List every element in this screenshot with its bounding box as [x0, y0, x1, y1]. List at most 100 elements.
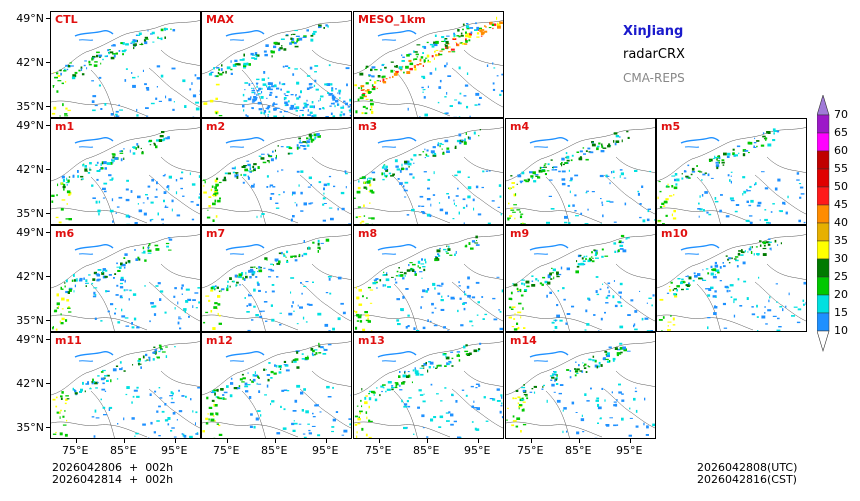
lat-tick-label: 49°N	[16, 333, 44, 346]
radar-field-m4	[506, 127, 655, 224]
lat-tick	[46, 383, 50, 384]
map-panel-m13: m13	[353, 332, 504, 439]
lat-tick-label: 42°N	[16, 377, 44, 390]
lon-tick-label: 75°E	[365, 444, 392, 457]
lon-tick	[326, 439, 327, 443]
lon-tick	[227, 439, 228, 443]
lat-tick	[46, 339, 50, 340]
panel-label: m13	[358, 334, 385, 347]
map-panel-m8: m8	[353, 225, 504, 332]
panel-label: MAX	[206, 13, 234, 26]
lat-tick-label: 35°N	[16, 100, 44, 113]
lat-tick-label: 49°N	[16, 12, 44, 25]
panel-label: m9	[510, 227, 530, 240]
panel-label: m6	[55, 227, 75, 240]
colorbar-over-arrow	[817, 95, 830, 116]
radar-field-m5	[657, 127, 806, 224]
radar-field-m10	[657, 234, 806, 331]
colorbar-segment	[817, 114, 830, 134]
lon-tick-label: 95°E	[464, 444, 491, 457]
lat-tick	[46, 169, 50, 170]
colorbar-segment	[817, 276, 830, 296]
map-panel-m7: m7	[201, 225, 352, 332]
map-panel-m4: m4	[505, 118, 656, 225]
init-time-cst: 2026042814 + 002h	[52, 473, 174, 486]
map-panel-max: MAX	[201, 11, 352, 118]
lat-tick	[46, 125, 50, 126]
init-time-utc: 2026042806 + 002h	[52, 461, 174, 474]
lon-tick-label: 75°E	[62, 444, 89, 457]
lon-tick-label: 85°E	[110, 444, 137, 457]
colorbar-graphic	[817, 95, 830, 353]
lat-tick	[46, 276, 50, 277]
lon-tick	[531, 439, 532, 443]
colorbar-segment	[817, 186, 830, 206]
radar-field-ctl	[51, 20, 200, 117]
lat-tick-label: 42°N	[16, 163, 44, 176]
map-panel-ctl: CTL	[50, 11, 201, 118]
panel-label: m12	[206, 334, 233, 347]
colorbar-label: 10	[834, 324, 848, 337]
lat-tick	[46, 427, 50, 428]
radar-field-m12	[202, 341, 351, 438]
panel-label: m3	[358, 120, 378, 133]
radar-field-m7	[202, 234, 351, 331]
colorbar-segment	[817, 204, 830, 224]
radar-field-m6	[51, 234, 200, 331]
panel-label: MESO_1km	[358, 13, 426, 26]
panel-label: m8	[358, 227, 378, 240]
lon-tick-label: 85°E	[261, 444, 288, 457]
colorbar-label: 65	[834, 126, 848, 139]
map-panel-m9: m9	[505, 225, 656, 332]
lon-tick-label: 75°E	[517, 444, 544, 457]
lat-tick	[46, 62, 50, 63]
panel-label: m7	[206, 227, 226, 240]
map-panel-m12: m12	[201, 332, 352, 439]
colorbar-segment	[817, 312, 830, 332]
lat-tick-label: 35°N	[16, 207, 44, 220]
radar-field-meso	[354, 16, 503, 117]
radar-field-m13	[354, 341, 503, 438]
colorbar-segment	[817, 294, 830, 314]
lon-tick	[427, 439, 428, 443]
map-panel-m11: m11	[50, 332, 201, 439]
colorbar-label: 30	[834, 252, 848, 265]
lat-tick-label: 49°N	[16, 226, 44, 239]
colorbar-label: 25	[834, 270, 848, 283]
lon-tick	[76, 439, 77, 443]
colorbar-segment	[817, 150, 830, 170]
colorbar-segment	[817, 240, 830, 260]
region-title: XinJiang	[623, 24, 684, 39]
radar-field-m8	[354, 234, 503, 331]
map-panel-m5: m5	[656, 118, 807, 225]
panel-label: m14	[510, 334, 537, 347]
lat-tick	[46, 106, 50, 107]
colorbar-label: 15	[834, 306, 848, 319]
colorbar-label: 60	[834, 144, 848, 157]
lat-tick	[46, 320, 50, 321]
lon-tick-label: 95°E	[161, 444, 188, 457]
lon-tick	[124, 439, 125, 443]
panel-label: CTL	[55, 13, 78, 26]
colorbar-under-arrow	[817, 330, 830, 353]
source-title: CMA-REPS	[623, 71, 685, 85]
lon-tick	[579, 439, 580, 443]
radar-field-m2	[202, 127, 351, 224]
radar-field-max	[202, 20, 351, 117]
colorbar-segment	[817, 168, 830, 188]
lon-tick	[379, 439, 380, 443]
lon-tick	[478, 439, 479, 443]
lat-tick	[46, 213, 50, 214]
lat-tick-label: 42°N	[16, 56, 44, 69]
panel-label: m10	[661, 227, 688, 240]
radar-field-m9	[506, 234, 655, 331]
colorbar-label: 40	[834, 216, 848, 229]
colorbar-label: 50	[834, 180, 848, 193]
map-panel-meso: MESO_1km	[353, 11, 504, 118]
lat-tick-label: 42°N	[16, 270, 44, 283]
map-panel-m2: m2	[201, 118, 352, 225]
lon-tick	[630, 439, 631, 443]
panel-label: m11	[55, 334, 82, 347]
lon-tick-label: 85°E	[565, 444, 592, 457]
panel-label: m4	[510, 120, 530, 133]
